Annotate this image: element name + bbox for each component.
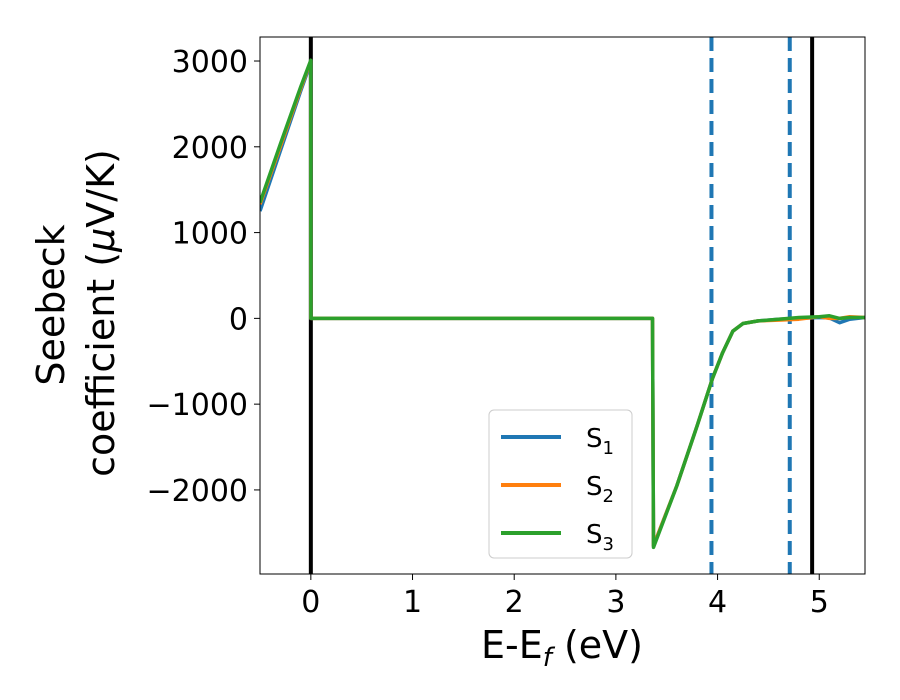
series-layer — [260, 58, 865, 550]
y-tick-label: 1000 — [172, 217, 248, 252]
x-ticks: 0 1 2 3 4 5 — [301, 574, 829, 620]
y-tick-label: 3000 — [172, 45, 248, 80]
x-tick-label: 2 — [505, 585, 524, 620]
y-tick-label: −1000 — [147, 388, 248, 423]
legend-label-3: S3 — [586, 520, 614, 555]
x-tick-label: 3 — [606, 585, 625, 620]
y-tick-label: −2000 — [147, 474, 248, 509]
x-tick-label: 5 — [810, 585, 829, 620]
y-axis-title-line1: Seebeck — [29, 224, 73, 385]
y-axis-title: Seebeck coefficient (μV/K) — [29, 149, 123, 477]
y-ticks: 3000 2000 1000 0 −1000 −2000 — [147, 45, 260, 509]
y-axis-title-line2: coefficient (μV/K) — [79, 149, 123, 477]
legend: S1 S2 S3 — [488, 409, 633, 559]
x-axis-title: E-Ef (eV) — [481, 623, 643, 673]
x-tick-label: 0 — [301, 585, 320, 620]
legend-label-1: S1 — [586, 424, 614, 459]
y-tick-label: 2000 — [172, 131, 248, 166]
x-tick-label: 4 — [708, 585, 727, 620]
x-tick-label: 1 — [403, 585, 422, 620]
axes-frame — [259, 36, 866, 575]
series-line-3 — [260, 58, 865, 550]
y-tick-label: 0 — [229, 302, 248, 337]
legend-label-2: S2 — [586, 472, 614, 507]
